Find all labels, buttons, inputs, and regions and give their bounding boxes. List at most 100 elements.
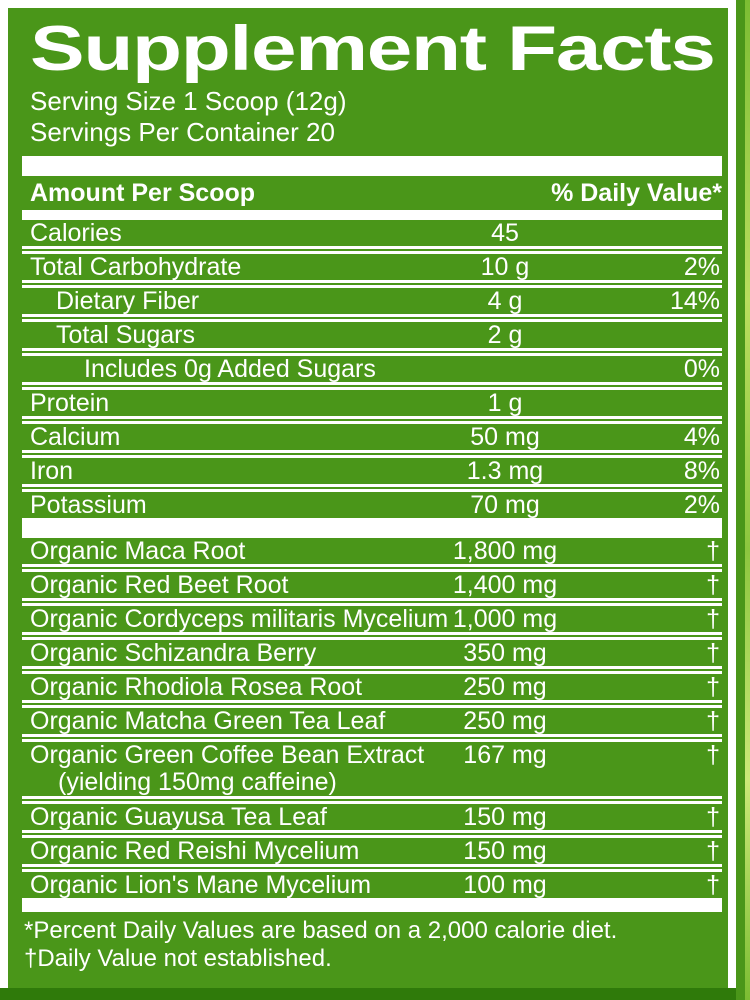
row-separator [22,632,722,640]
ingredient-amount: 1,000 mg [452,605,558,633]
dagger-symbol: † [706,837,720,865]
nutrient-amount: 1.3 mg [466,457,544,485]
header-underline-bar [22,210,722,220]
row-red-beet-root: Organic Red Beet Root 1,400 mg † [22,572,722,598]
nutrient-dv: 2% [683,253,720,281]
ingredient-name: Organic Red Beet Root [30,571,289,599]
row-green-coffee-bean: Organic Green Coffee Bean Extract (yield… [22,742,722,796]
dagger-symbol: † [706,537,720,565]
footnotes: *Percent Daily Values are based on a 2,0… [24,917,722,973]
dagger-symbol: † [706,571,720,599]
ingredient-amount: 1,400 mg [452,571,558,599]
nutrient-name: Total Sugars [56,321,195,349]
row-separator [22,830,722,838]
row-total-carbohydrate: Total Carbohydrate 10 g 2% [22,254,722,280]
nutrient-name: Total Carbohydrate [30,253,242,281]
ingredient-amount: 167 mg [463,741,547,769]
footnote-daily-value-not-established: †Daily Value not established. [24,945,332,972]
panel-title-text: Supplement Facts [30,14,716,84]
servings-per-container: Servings Per Container 20 [30,117,335,147]
row-separator [22,564,722,572]
row-separator [22,314,722,322]
footnote-percent-daily-value: *Percent Daily Values are based on a 2,0… [24,917,618,944]
nutrient-name: Calcium [30,423,121,451]
row-maca-root: Organic Maca Root 1,800 mg † [22,538,722,564]
row-protein: Protein 1 g [22,390,722,416]
row-rhodiola-rosea: Organic Rhodiola Rosea Root 250 mg † [22,674,722,700]
row-separator [22,864,722,872]
ingredient-name: Organic Guayusa Tea Leaf [30,803,327,831]
panel-title: Supplement Facts [30,12,722,86]
row-separator [22,246,722,254]
row-cordyceps: Organic Cordyceps militaris Mycelium 1,0… [22,606,722,632]
nutrient-dv: 4% [683,423,720,451]
row-separator [22,734,722,742]
ingredient-amount: 350 mg [463,639,547,667]
dagger-symbol: † [706,605,720,633]
section-bar-middle [22,518,722,538]
row-separator [22,348,722,356]
label-wrap-bottom-strip [0,988,736,1000]
row-separator [22,416,722,424]
row-separator [22,796,722,804]
nutrient-dv: 8% [683,457,720,485]
supplement-facts-panel: Supplement Facts Serving Size 1 Scoop (1… [8,8,728,988]
row-added-sugars: Includes 0g Added Sugars 0% [22,356,722,382]
ingredient-amount: 250 mg [463,673,547,701]
row-separator [22,700,722,708]
dagger-symbol: † [706,707,720,735]
ingredient-name: Organic Matcha Green Tea Leaf [30,707,386,735]
nutrient-amount: 4 g [487,287,523,315]
ingredient-amount: 100 mg [463,871,547,899]
row-guayusa-tea: Organic Guayusa Tea Leaf 150 mg † [22,804,722,830]
label-edge-highlight [745,0,750,1000]
nutrient-amount: 10 g [480,253,530,281]
nutrient-dv: 14% [669,287,720,315]
nutrient-dv: 2% [683,491,720,519]
row-separator [22,280,722,288]
row-separator [22,382,722,390]
ingredient-name: Organic Schizandra Berry [30,639,317,667]
nutrient-amount: 50 mg [470,423,540,451]
daily-value-header: % Daily Value* [551,179,722,207]
nutrient-amount: 45 [491,219,519,247]
ingredient-amount: 1,800 mg [452,537,558,565]
nutrient-amount: 70 mg [470,491,540,519]
serving-size: Serving Size 1 Scoop (12g) [30,86,347,116]
nutrient-name: Includes 0g Added Sugars [84,355,376,383]
nutrient-name: Protein [30,389,110,417]
nutrient-amount: 2 g [487,321,523,349]
row-separator [22,598,722,606]
row-schizandra-berry: Organic Schizandra Berry 350 mg † [22,640,722,666]
row-lions-mane: Organic Lion's Mane Mycelium 100 mg † [22,872,722,898]
amount-per-scoop-header: Amount Per Scoop [30,179,256,207]
section-bar-bottom [22,898,722,912]
nutrient-amount: 1 g [487,389,523,417]
ingredient-name: Organic Green Coffee Bean Extract [30,741,425,769]
row-total-sugars: Total Sugars 2 g [22,322,722,348]
row-separator [22,484,722,492]
nutrient-dv: 0% [683,355,720,383]
dagger-symbol: † [706,639,720,667]
ingredient-name: Organic Maca Root [30,537,246,565]
row-calories: Calories 45 [22,220,722,246]
nutrient-name: Potassium [30,491,147,519]
section-bar-top [22,156,722,176]
nutrient-name: Calories [30,219,122,247]
label-wrap-right-strip [736,0,750,1000]
dagger-symbol: † [706,741,720,769]
ingredient-name: Organic Red Reishi Mycelium [30,837,360,865]
ingredient-subnote: (yielding 150mg caffeine) [58,768,337,796]
ingredient-name: Organic Cordyceps militaris Mycelium [30,605,449,633]
row-calcium: Calcium 50 mg 4% [22,424,722,450]
row-separator [22,666,722,674]
dagger-symbol: † [706,673,720,701]
row-matcha-green-tea: Organic Matcha Green Tea Leaf 250 mg † [22,708,722,734]
ingredient-amount: 150 mg [463,837,547,865]
row-iron: Iron 1.3 mg 8% [22,458,722,484]
row-red-reishi: Organic Red Reishi Mycelium 150 mg † [22,838,722,864]
row-potassium: Potassium 70 mg 2% [22,492,722,518]
ingredient-name: Organic Lion's Mane Mycelium [30,871,372,899]
ingredient-amount: 150 mg [463,803,547,831]
ingredient-amount: 250 mg [463,707,547,735]
